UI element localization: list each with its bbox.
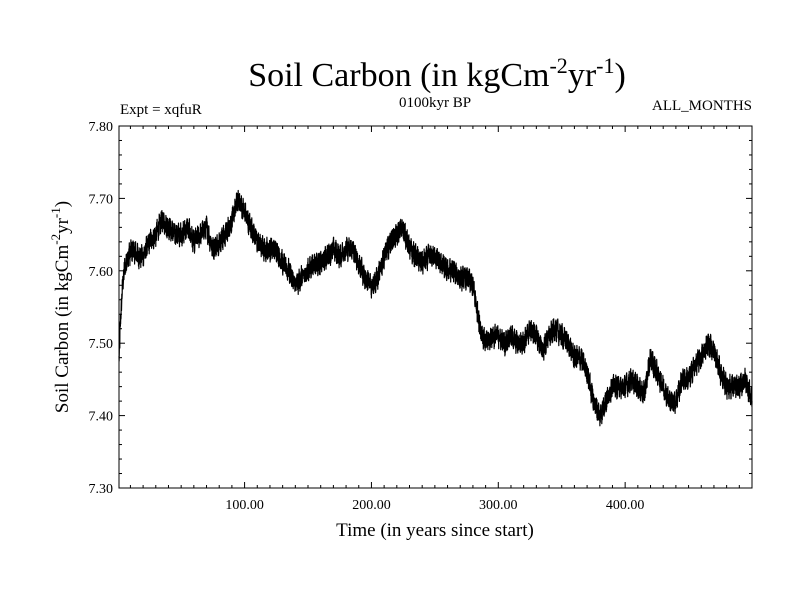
x-tick-label: 400.00 [606, 498, 645, 513]
x-axis: 100.00 200.00 300.00 400.00 [129, 126, 740, 513]
y-tick-label: 7.50 [89, 337, 114, 352]
y-tick-label: 7.60 [89, 265, 114, 280]
y-axis-label: Soil Carbon (in kgCm-2yr-1) [48, 201, 73, 413]
chart-title: Soil Carbon (in kgCm-2yr-1) [248, 53, 626, 94]
plot-frame [118, 125, 753, 489]
series-group [118, 189, 753, 427]
x-axis-label: Time (in years since start) [336, 520, 534, 541]
y-tick-label: 7.40 [89, 410, 114, 425]
months-label: ALL_MONTHS [652, 98, 752, 114]
y-tick-label: 7.30 [89, 482, 114, 497]
y-tick-label: 7.70 [89, 192, 114, 207]
x-tick-label: 300.00 [479, 498, 518, 513]
y-tick-label: 7.80 [89, 120, 114, 135]
x-tick-label: 100.00 [225, 498, 264, 513]
y-axis: 7.30 7.40 7.50 7.60 7.70 7.80 [89, 120, 752, 497]
plot-area [118, 125, 753, 489]
experiment-label: Expt = xqfuR [120, 102, 202, 118]
series-line-soil-carbon [118, 189, 753, 427]
period-label: 0100kyr BP [399, 95, 471, 111]
x-tick-label: 200.00 [352, 498, 391, 513]
